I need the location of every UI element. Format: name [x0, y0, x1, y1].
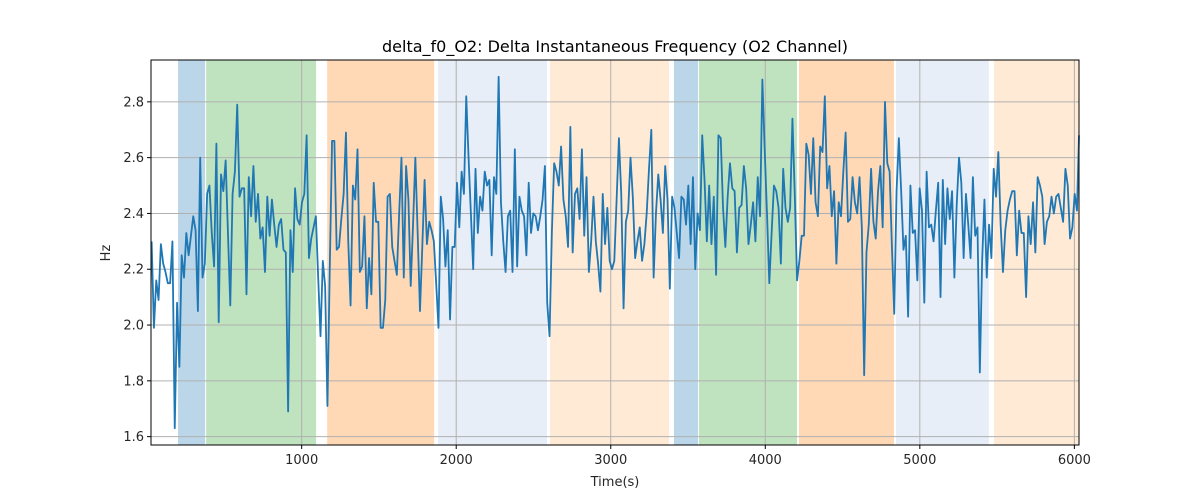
band-10	[994, 60, 1079, 445]
y-tick-label: 2.8	[123, 95, 144, 110]
x-tick-label: 4000	[749, 453, 782, 468]
band-1	[178, 60, 206, 445]
y-tick-label: 2.6	[123, 151, 144, 166]
plot-frame	[150, 59, 1080, 446]
x-tick-label: 2000	[440, 453, 473, 468]
band-8	[798, 60, 895, 445]
y-tick-label: 2.2	[123, 263, 144, 278]
y-tick-label: 1.8	[123, 374, 144, 389]
x-axis-label: Time(s)	[590, 475, 640, 490]
band-7	[698, 60, 797, 445]
y-tick-label: 2.0	[123, 319, 144, 334]
chart-title: delta_f0_O2: Delta Instantaneous Frequen…	[382, 37, 848, 57]
x-tick-label: 3000	[594, 453, 627, 468]
y-tick-label: 2.4	[123, 207, 144, 222]
series-line-delta_f0_O2	[150, 75, 1080, 430]
x-tick-label: 5000	[903, 453, 936, 468]
x-tick-label: 6000	[1058, 453, 1091, 468]
x-axis-ticks: 1000 2000 3000 4000 5000 6000	[285, 445, 1091, 468]
x-tick-label: 1000	[285, 453, 318, 468]
y-axis-label: Hz	[99, 245, 114, 262]
y-axis-ticks: 1.6 1.8 2.0 2.2 2.4 2.6 2.8	[123, 95, 151, 445]
highlight-bands	[178, 60, 1079, 445]
series-lines	[150, 75, 1080, 430]
y-tick-label: 1.6	[123, 430, 144, 445]
band-2	[206, 60, 317, 445]
